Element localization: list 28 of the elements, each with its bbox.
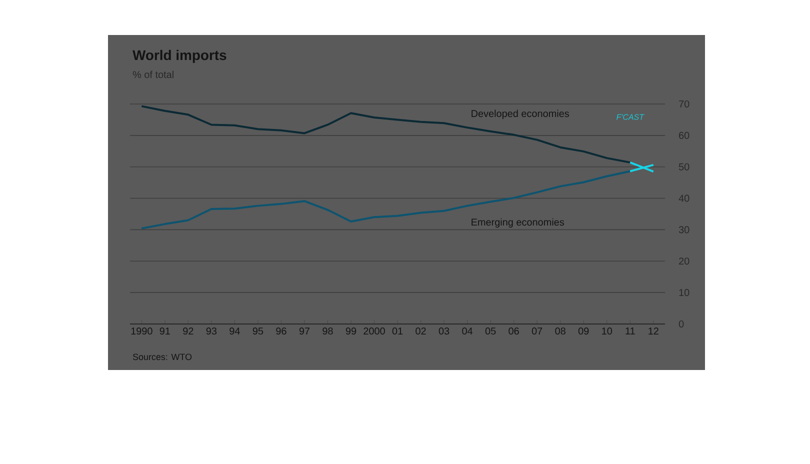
x-tick-label: 10 xyxy=(602,328,612,335)
x-tick-label: 07 xyxy=(532,328,542,335)
line-series xyxy=(140,170,632,230)
x-tick-label: 96 xyxy=(276,328,286,335)
x-tick-label: 99 xyxy=(346,328,356,335)
chart-title: World imports xyxy=(132,50,226,63)
x-tick-label: 08 xyxy=(555,328,566,335)
x-tick-label: 02 xyxy=(416,328,426,335)
x-tick-label: 12 xyxy=(648,328,658,334)
x-tick-label: 92 xyxy=(183,328,194,335)
x-tick-label: 06 xyxy=(508,328,519,335)
source-note: Sources: WTO xyxy=(132,354,192,360)
x-tick-label: 98 xyxy=(322,328,333,335)
series-label: Emerging economies xyxy=(472,218,564,228)
x-tick-label: 04 xyxy=(462,328,473,335)
x-tick-label: 2000 xyxy=(364,328,385,335)
x-tick-label: 01 xyxy=(392,328,403,335)
x-tick-label: 1990 xyxy=(131,328,152,335)
x-tick-label: 09 xyxy=(578,328,589,335)
x-tick-label: 91 xyxy=(160,328,170,335)
x-tick-label: 03 xyxy=(438,328,450,335)
x-tick-label: 95 xyxy=(252,328,264,335)
x-tick-label: 93 xyxy=(206,328,217,335)
x-tick-label: 05 xyxy=(485,328,496,335)
x-tick-label: 11 xyxy=(626,328,635,334)
series-label: Developed economies xyxy=(472,110,570,120)
x-tick-label: 97 xyxy=(299,328,310,335)
x-tick-label: 94 xyxy=(230,328,240,335)
